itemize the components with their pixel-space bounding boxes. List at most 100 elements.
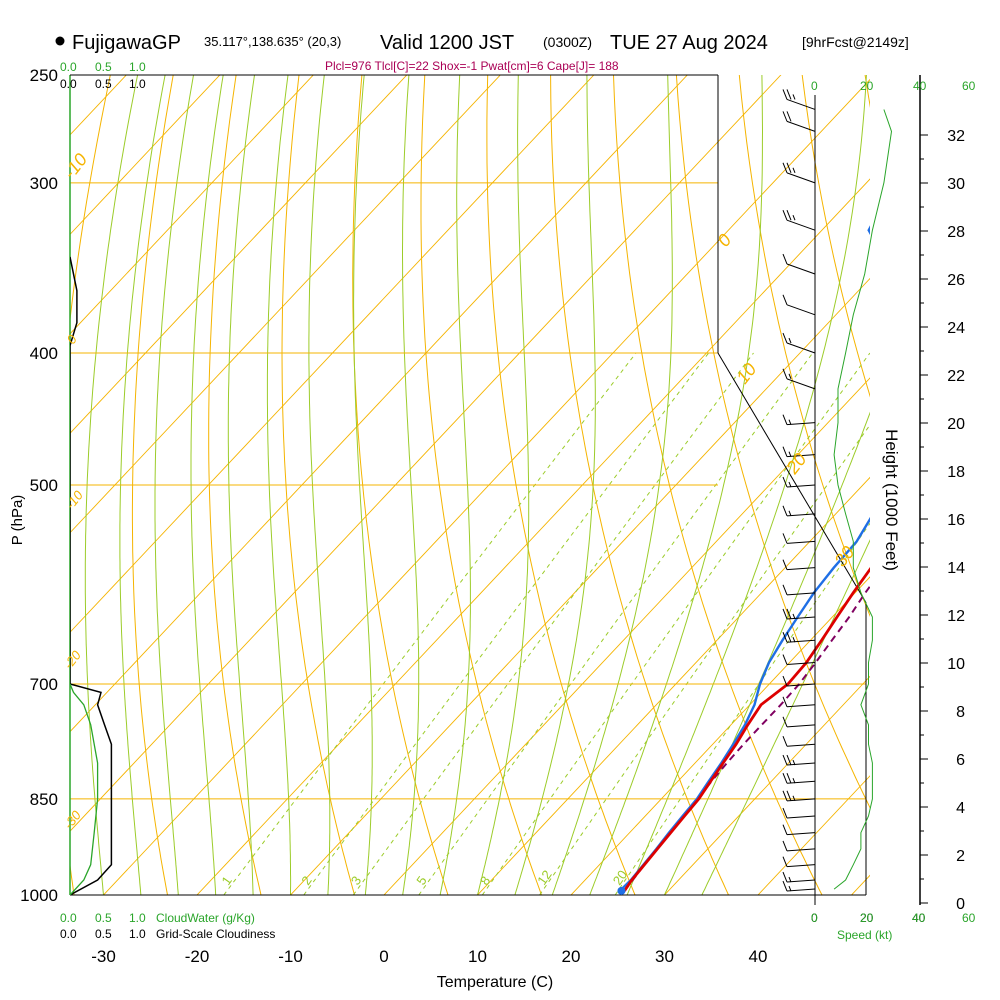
wind-barb-flag-900-0 [782,824,788,835]
adiabat-label-1: 0 [713,230,735,250]
cloudiness-bottom-tick-2: 1.0 [129,927,146,941]
wind-barb-flag-950-0 [782,856,788,867]
wind-barb-flag-275-1 [786,111,792,122]
wind-barb-flag-650-0 [782,632,788,643]
height-tick-16: 16 [947,512,965,529]
dry-adiabat-250 [131,75,174,895]
wind-barb-staff-990 [786,888,816,892]
wind-barb-staff-450 [786,422,816,426]
chart-header: FujigawaGP 35.117°,138.635° (20,3) Valid… [55,32,909,73]
wind-barb-flag-875-0 [782,807,788,819]
surface-point-marker [617,886,626,895]
isotherm-30 [663,675,870,895]
moist-adiabat--22 [154,75,194,895]
cloudwater-top-tick-2: 1.0 [129,60,146,74]
wind-barb-half-475 [788,451,792,457]
wind-barb-staff-725 [786,704,816,708]
wind-barb-half-300 [792,167,796,174]
wind-barb-staff-265 [786,98,816,110]
wind-barb-half-265 [792,94,796,100]
speed-top-tick-3: 60 [962,79,976,93]
sounding-indices: Plcl=976 Tlcl[C]=22 Shox=-1 Pwat[cm]=6 C… [325,59,619,73]
temperature-axis: -30 -20 -10 0 10 20 30 40 [91,947,767,966]
wind-barb-flag-800-1 [786,754,792,766]
isotherm--50 [70,75,688,733]
wind-barb-staff-675 [786,662,816,666]
wind-barb-staff-325 [786,219,816,231]
speed-axis-label: Speed (kt) [837,928,892,942]
wind-barb-flag-325-1 [786,210,792,221]
wind-barb-flag-300-0 [782,162,788,174]
wind-barb-staff-550 [786,540,816,544]
cloudiness-profile [70,256,113,895]
wind-barb-flag-450-0 [782,414,788,425]
height-tick-6: 6 [956,752,965,769]
pressure-tick-400: 400 [30,344,58,363]
wind-barb-flag-700-0 [782,675,788,687]
speed-bottom-tick-green-0: 0 [811,911,818,925]
utc-time: (0300Z) [543,34,592,50]
pressure-axis: 1000 850 700 500 400 300 250 [20,66,58,905]
mixing-ratio-label-3: 3 [348,873,364,888]
wind-barb-flag-850-0 [782,790,788,802]
wind-barb-staff-475 [786,454,816,458]
dry-adiabat-260 [208,75,262,895]
wind-barb-staff-775 [786,743,816,747]
isotherm--10 [289,277,870,895]
height-tick-28: 28 [947,224,965,241]
wind-barb-flag-675-0 [782,654,788,665]
wind-barb-flag-350-0 [782,253,788,265]
station-name: FujigawaGP [72,32,181,54]
cloudiness-top-tick-1: 0.5 [95,77,112,91]
wind-barb-staff-900 [786,832,816,836]
speed-bottom-tick-green-1: 20 [860,911,874,925]
wind-barb-flag-500-0 [782,476,788,488]
wind-barb-half-650 [792,637,796,643]
wind-barb-flag-925-0 [782,840,788,852]
cloudwater-bottom-tick-0: 0.0 [60,911,77,925]
isotherm--40 [70,75,782,832]
moist-adiabat-22 [589,75,764,895]
wind-barb-flag-625-1 [786,608,792,620]
speed-top-tick-1: 20 [860,79,874,93]
height-tick-32: 32 [947,128,965,145]
wind-barb-staff-425 [786,378,816,390]
wind-barb-staff-875 [786,815,816,819]
wind-barb-staff-350 [786,263,816,275]
isotherm--20 [196,178,870,895]
wind-barb-flag-400-0 [782,332,788,344]
speed-bottom-tick-green-2: 40 [912,911,926,925]
wind-speed-profile [833,109,893,890]
dry-adiabat-300 [486,75,636,895]
moist-adiabat--2 [353,75,373,895]
wind-barb-flag-275-0 [782,111,788,122]
temperature-tick-10: 10 [468,947,487,966]
mixing-ratio-label-2: 2 [298,873,314,888]
speed-top-tick-0: 0 [811,79,818,93]
wind-barbs-panel [782,89,816,905]
adiabat-label-8: -30 [61,807,85,832]
wind-barb-flag-750-0 [782,716,788,728]
speed-bottom-tick-0: 0 [811,911,818,925]
wind-barb-half-525 [788,510,792,517]
wind-barb-staff-650 [786,639,816,643]
dry-adiabat-270 [281,75,356,895]
valid-date: TUE 27 Aug 2024 [610,32,768,54]
adiabat-label-7: -20 [61,647,85,672]
cloud-legend-bottom: 0.0 0.5 1.0 CloudWater (g/Kg) 0.0 0.5 1.… [60,911,275,941]
isotherm-10 [476,476,870,895]
height-tick-26: 26 [947,272,965,289]
station-bullet-icon [55,36,65,46]
wind-barb-flag-850-1 [786,790,792,802]
isotherm--30 [102,78,870,895]
pressure-tick-850: 850 [30,790,58,809]
temperature-line [623,566,870,892]
mixing-ratio-line-8 [481,352,870,895]
cloudwater-legend-label: CloudWater (g/Kg) [156,911,255,925]
dewpoint-line [618,225,870,892]
adiabat-label-6: -10 [63,487,87,512]
speed-bottom-tick-1: 20 [860,911,874,925]
forecast-info: [9hrFcst@2149z] [802,34,909,50]
wind-barb-half-500 [788,481,792,488]
